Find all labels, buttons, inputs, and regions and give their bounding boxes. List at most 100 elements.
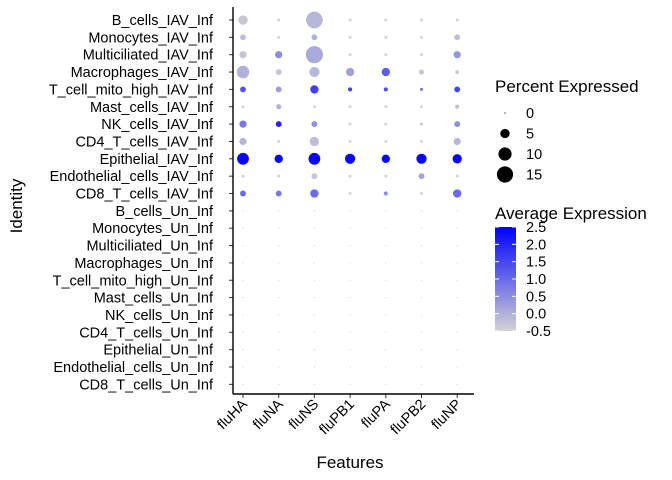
x-tick-label: fluHA <box>214 396 251 433</box>
x-axis-title: Features <box>316 453 383 472</box>
y-tick-label: Monocytes_IAV_Inf <box>88 30 214 46</box>
dot-point <box>420 139 423 143</box>
dot-point <box>454 86 461 93</box>
dot-point <box>313 279 315 281</box>
y-tick-label: Mast_cells_IAV_Inf <box>90 100 214 116</box>
dot-point <box>309 66 320 78</box>
dot-point <box>420 227 423 229</box>
dot-point <box>420 314 423 316</box>
dot-point <box>456 210 458 212</box>
dot-point <box>277 174 281 178</box>
dot-point <box>348 122 352 126</box>
dot-point <box>278 366 280 368</box>
dot-point <box>420 105 423 109</box>
dot-point <box>278 227 280 229</box>
dot-point <box>420 383 423 385</box>
dot-point <box>383 191 388 196</box>
dot-point <box>344 153 356 164</box>
dot-point <box>312 105 316 109</box>
size-legend-label: 15 <box>526 168 542 184</box>
y-tick-label: B_cells_Un_Inf <box>115 204 213 220</box>
dot-point <box>313 314 315 316</box>
dot-point <box>241 105 245 109</box>
dot-point <box>456 227 458 229</box>
dot-point <box>418 69 425 75</box>
dot-point <box>242 366 244 368</box>
color-legend-label: 2.5 <box>526 220 546 236</box>
dot-point <box>456 331 458 333</box>
dot-point <box>313 331 315 333</box>
dot-point <box>237 152 249 165</box>
dot-point <box>242 314 244 316</box>
dot-point <box>239 120 247 128</box>
dot-point <box>456 314 458 316</box>
size-legend-label: 0 <box>526 106 534 122</box>
dot-point <box>239 51 247 59</box>
y-tick-label: Monocytes_Un_Inf <box>92 221 214 237</box>
dot-point <box>420 297 423 299</box>
y-tick-label: Epithelial_Un_Inf <box>103 343 214 359</box>
dot-point <box>241 174 245 178</box>
dot-point <box>349 349 351 351</box>
dot-point <box>349 227 351 229</box>
dot-point <box>420 53 423 57</box>
dot-point <box>275 69 282 75</box>
dot-point <box>416 153 427 164</box>
dot-point <box>310 189 319 198</box>
dot-point <box>275 51 283 59</box>
dot-point <box>420 262 423 264</box>
y-tick-label: Macrophages_Un_Inf <box>74 256 214 272</box>
size-legend-label: 5 <box>526 127 534 143</box>
dot-point <box>453 137 461 146</box>
y-axis-title: Identity <box>7 178 26 233</box>
dot-point <box>311 34 318 41</box>
dot-point <box>349 262 351 264</box>
dot-point <box>277 18 281 22</box>
dot-point <box>240 86 246 93</box>
dot-point <box>420 210 423 212</box>
dot-point <box>349 331 351 333</box>
dot-point <box>385 366 387 368</box>
x-tick-label: fluNP <box>429 397 465 433</box>
dot-point <box>278 331 280 333</box>
dot-point <box>420 244 423 247</box>
dot-point <box>348 105 352 109</box>
dot-point <box>242 262 244 264</box>
dot-point <box>381 67 390 77</box>
y-tick-label: Epithelial_IAV_Inf <box>100 152 214 168</box>
dot-point <box>348 18 352 22</box>
dot-point <box>454 121 461 128</box>
dot-point <box>456 383 458 385</box>
dot-point <box>311 121 318 128</box>
y-tick-label: Multiciliated_Un_Inf <box>86 239 214 255</box>
dot-point <box>311 173 318 180</box>
dot-point <box>420 192 423 195</box>
dot-point <box>277 35 281 39</box>
y-tick-label: T_cell_mito_high_IAV_Inf <box>49 82 214 98</box>
size-legend-dot <box>496 166 514 183</box>
dot-point <box>313 349 315 351</box>
dot-point <box>385 297 387 299</box>
y-tick-label: CD4_T_cells_IAV_Inf <box>75 134 214 150</box>
dot-point <box>455 104 460 109</box>
dot-point <box>385 331 387 333</box>
size-legend-label: 10 <box>526 147 542 163</box>
dot-point <box>420 35 423 39</box>
dot-point <box>278 349 280 351</box>
dot-point <box>275 190 282 197</box>
dot-point <box>242 331 244 333</box>
dot-point <box>456 244 458 247</box>
dot-point <box>348 35 352 39</box>
dot-point <box>278 244 280 247</box>
size-legend-dot <box>504 112 506 114</box>
dot-point <box>242 244 244 247</box>
dot-point <box>306 11 323 29</box>
y-tick-label: Endothelial_cells_Un_Inf <box>53 360 214 376</box>
dot-point <box>454 34 461 41</box>
y-tick-label: B_cells_IAV_Inf <box>112 13 214 29</box>
x-tick-label: fluPB2 <box>388 397 430 439</box>
dot-point <box>238 15 248 25</box>
dot-point <box>420 87 423 91</box>
dot-point <box>420 349 423 351</box>
